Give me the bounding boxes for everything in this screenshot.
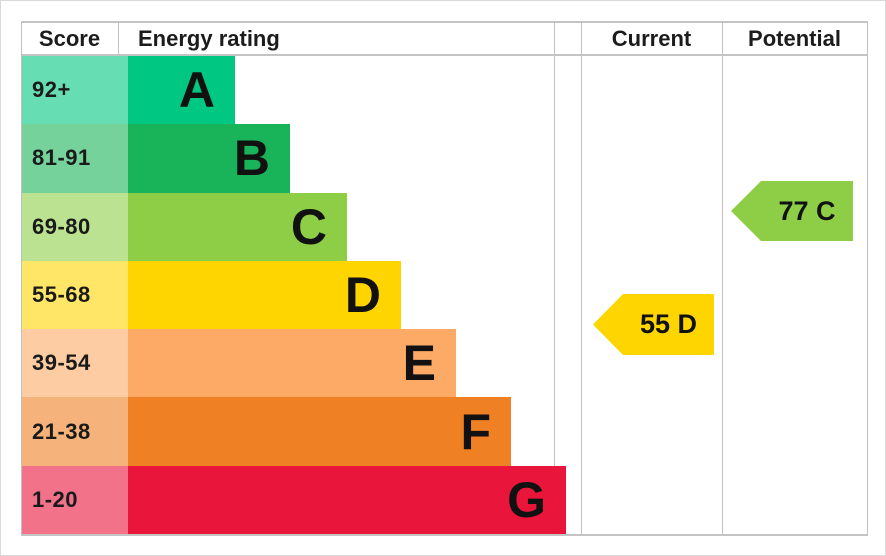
- band-letter: C: [290, 198, 327, 255]
- band-row-g: 1-20 G: [22, 465, 867, 534]
- band-letter: E: [402, 335, 436, 392]
- band-bar: F: [128, 397, 511, 466]
- band-letter: F: [460, 403, 491, 460]
- band-bar: C: [128, 192, 347, 261]
- band-row-d: 55-68 D: [22, 260, 867, 330]
- energy-rating-header: Energy rating: [138, 25, 280, 51]
- band-bar: E: [128, 329, 456, 398]
- band-score-label: 81-91: [22, 124, 128, 193]
- band-bar: D: [128, 260, 401, 330]
- table-bottom-border: [21, 534, 868, 536]
- score-column-divider: [118, 21, 119, 56]
- band-letter: G: [507, 471, 546, 528]
- band-score-label: 1-20: [22, 465, 128, 534]
- potential-header: Potential: [748, 25, 841, 51]
- band-row-c: 69-80 C: [22, 192, 867, 261]
- table-right-border: [867, 21, 868, 536]
- band-row-f: 21-38 F: [22, 397, 867, 466]
- header-bottom-border: [21, 54, 868, 56]
- band-letter: A: [178, 62, 215, 119]
- current-column-right-border: [722, 21, 723, 536]
- table-top-border: [21, 21, 868, 23]
- potential-rating-arrow: 77 C: [731, 181, 853, 241]
- band-score-label: 92+: [22, 56, 128, 125]
- score-header: Score: [38, 25, 101, 51]
- rating-column-divider: [554, 21, 555, 536]
- table-left-border: [21, 21, 22, 536]
- band-letter: D: [344, 266, 381, 323]
- potential-rating-label: 77 C: [778, 195, 836, 226]
- band-bar: A: [128, 56, 235, 125]
- current-rating-label: 55 D: [639, 309, 698, 339]
- band-row-e: 39-54 E: [22, 329, 867, 398]
- band-rows: 92+ A 81-91 B 69-80 C 55-68 D 39-54 E 21…: [22, 56, 867, 534]
- band-score-label: 39-54: [22, 329, 128, 398]
- current-column-left-border: [581, 21, 582, 536]
- band-bar: B: [128, 124, 290, 193]
- band-score-label: 69-80: [22, 192, 128, 261]
- band-row-b: 81-91 B: [22, 124, 867, 193]
- band-score-label: 55-68: [22, 260, 128, 330]
- current-header: Current: [611, 25, 692, 51]
- band-letter: B: [233, 130, 270, 187]
- band-score-label: 21-38: [22, 397, 128, 466]
- band-bar: G: [128, 465, 566, 534]
- current-rating-arrow: 55 D: [593, 294, 714, 355]
- band-row-a: 92+ A: [22, 56, 867, 125]
